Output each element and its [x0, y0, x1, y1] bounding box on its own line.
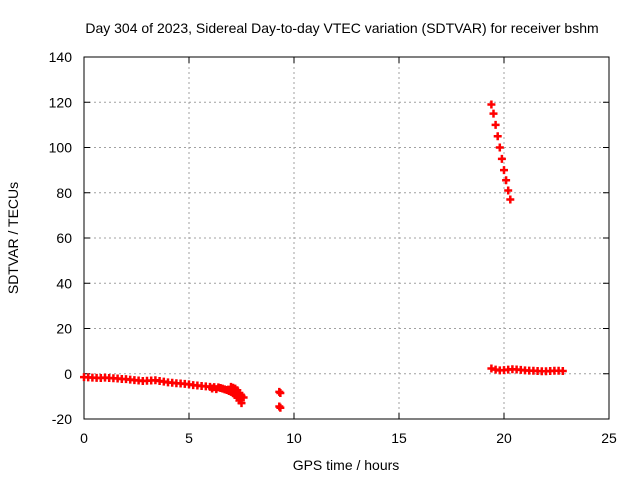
- data-point: [506, 195, 515, 204]
- data-points: [80, 100, 567, 412]
- chart-title: Day 304 of 2023, Sidereal Day-to-day VTE…: [85, 20, 598, 36]
- data-point: [504, 186, 513, 195]
- x-tick-label: 5: [185, 430, 193, 446]
- y-tick-label: 120: [49, 94, 73, 110]
- y-tick-label: -20: [52, 411, 72, 427]
- y-tick-label: 60: [56, 230, 72, 246]
- x-tick-label: 25: [601, 430, 617, 446]
- data-point: [497, 154, 506, 163]
- x-tick-label: 0: [80, 430, 88, 446]
- data-point: [500, 166, 508, 175]
- data-point: [493, 132, 502, 141]
- data-point: [237, 399, 246, 408]
- data-point: [276, 388, 285, 397]
- data-point: [239, 393, 248, 402]
- y-tick-label: 40: [56, 275, 72, 291]
- grid-lines: [84, 57, 609, 419]
- y-tick-label: 140: [49, 49, 73, 65]
- data-point: [558, 367, 567, 376]
- data-point: [502, 176, 511, 185]
- x-tick-label: 15: [391, 430, 407, 446]
- y-tick-label: 20: [56, 321, 72, 337]
- data-point: [495, 143, 504, 152]
- y-tick-label: 0: [64, 366, 72, 382]
- axis-ticks: 0 5 10 15 20 25 -20 0 20 40 60 80 100 120 140: [49, 49, 617, 446]
- x-tick-label: 10: [286, 430, 302, 446]
- x-axis-label: GPS time / hours: [293, 457, 400, 473]
- data-point: [487, 100, 496, 109]
- y-tick-label: 80: [56, 185, 72, 201]
- y-axis-label: SDTVAR / TECUs: [5, 182, 21, 294]
- y-tick-label: 100: [49, 140, 73, 156]
- x-tick-label: 20: [496, 430, 512, 446]
- data-point: [276, 403, 285, 412]
- data-point: [491, 120, 500, 129]
- data-point: [489, 109, 498, 118]
